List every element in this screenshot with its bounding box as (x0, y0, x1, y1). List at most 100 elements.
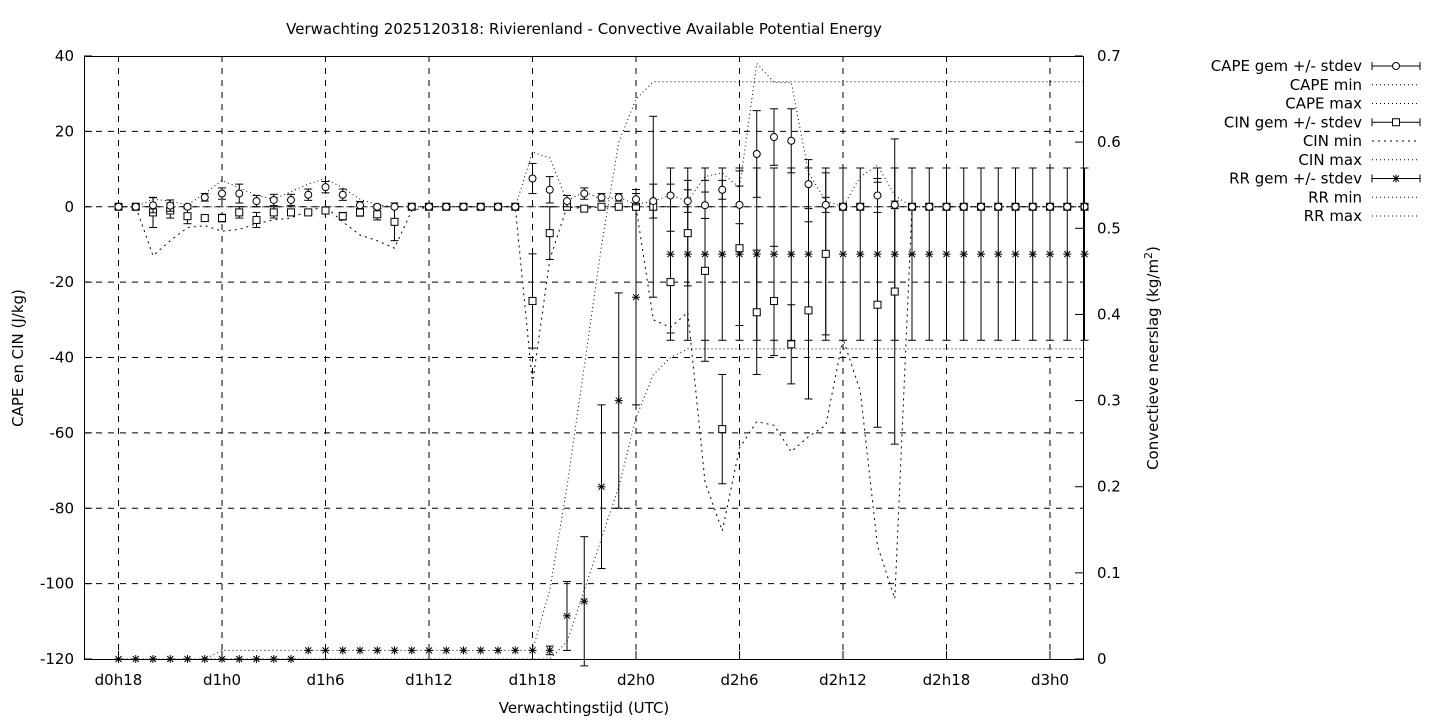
cape-point (287, 195, 295, 204)
cape-point (925, 202, 934, 211)
cape-point (235, 189, 244, 198)
legend-label: RR gem +/- stdev (1229, 170, 1362, 188)
cape-point (701, 201, 709, 210)
rr-point (494, 646, 502, 655)
chart-title: Verwachting 2025120318: Rivierenland - C… (286, 20, 882, 38)
y2-tick-label: 0.7 (1097, 47, 1121, 65)
rr-point (908, 250, 916, 259)
cin-point (580, 204, 589, 213)
rr-point (1028, 250, 1037, 259)
rr-point (528, 646, 537, 655)
y-tick-label: 40 (55, 47, 74, 65)
cin-point (252, 215, 261, 224)
cape-point (442, 202, 451, 211)
rr-point (994, 250, 1003, 259)
cin-point (183, 212, 192, 221)
legend-label: CIN max (1298, 151, 1362, 169)
legend-label: RR max (1304, 207, 1362, 225)
y2-tick-label: 0.1 (1097, 564, 1121, 582)
y-tick-label: 0 (64, 198, 74, 216)
rr-point (407, 646, 416, 655)
rr-point (1046, 250, 1054, 259)
legend-swatch-marker (1392, 62, 1400, 70)
cape-point (356, 201, 364, 210)
legend-label: CAPE max (1285, 95, 1362, 113)
cape-point (131, 202, 140, 211)
cin-point (200, 214, 209, 223)
cape-point (718, 185, 727, 194)
cin-point (787, 340, 796, 349)
cin-point (304, 208, 313, 217)
cape-point (338, 190, 347, 199)
y-tick-label: -20 (50, 273, 75, 291)
cape-point (1046, 202, 1054, 211)
cape-point (977, 202, 985, 211)
cin-point (683, 229, 692, 238)
x-axis-label: Verwachtingstijd (UTC) (499, 699, 670, 717)
cin-point (390, 217, 399, 226)
cape-point (597, 193, 606, 202)
cape-point (1080, 202, 1089, 211)
cape-point (994, 202, 1003, 211)
cin-point (718, 425, 727, 434)
cape-point (563, 197, 571, 206)
y2-tick-label: 0.2 (1097, 478, 1121, 496)
cape-point (511, 202, 520, 211)
cape-point (580, 189, 589, 198)
cin-point (269, 208, 278, 217)
cape-point (856, 202, 865, 211)
cin-point (218, 214, 226, 223)
cin-point (666, 278, 675, 287)
cape-point (873, 191, 882, 200)
cape-point (304, 190, 313, 199)
y2-tick-label: 0.3 (1097, 392, 1121, 410)
x-tick-label: d2h6 (720, 671, 758, 689)
x-tick-label: d1h12 (405, 671, 453, 689)
cape-point (390, 202, 399, 211)
x-tick-label: d2h0 (617, 671, 655, 689)
y-axis-label: CAPE en CIN (J/kg) (9, 289, 27, 427)
cape-point (494, 202, 502, 211)
cape-point (649, 197, 658, 206)
cin-point (752, 308, 761, 317)
y2-tick-label: 0 (1097, 650, 1107, 668)
cin-point (597, 202, 606, 211)
cape-point (476, 202, 485, 211)
rr-point (856, 250, 865, 259)
rr-point (321, 646, 330, 655)
rr-point (476, 646, 485, 655)
cape-point (804, 180, 813, 189)
cape-point (890, 200, 899, 209)
cape-point (218, 189, 226, 198)
rr-point (597, 482, 606, 491)
legend-label: RR min (1308, 188, 1362, 206)
legend-label: CIN gem +/- stdev (1224, 113, 1362, 131)
cin-point (614, 202, 623, 211)
rr-point (390, 646, 399, 655)
cape-point (528, 174, 537, 183)
cape-point (666, 191, 675, 200)
rr-point (304, 646, 313, 655)
cape-point (683, 197, 692, 206)
rr-point (511, 646, 520, 655)
rr-point (373, 646, 382, 655)
rr-point (787, 250, 796, 259)
legend-swatch-marker (1392, 118, 1400, 127)
cin-point (235, 208, 244, 217)
cape-point (770, 133, 778, 142)
cape-point (373, 202, 382, 211)
cape-point (752, 149, 761, 158)
x-tick-label: d1h0 (203, 671, 241, 689)
legend-label: CAPE min (1290, 76, 1362, 94)
cin-point (321, 206, 330, 215)
cape-point (1063, 202, 1072, 211)
cape-point (787, 136, 796, 145)
legend-label: CAPE gem +/- stdev (1211, 57, 1362, 75)
rr-point (356, 646, 364, 655)
rr-point (839, 250, 847, 259)
cape-point (407, 202, 416, 211)
cape-point (821, 200, 830, 209)
x-tick-label: d1h18 (509, 671, 557, 689)
rr-point (925, 250, 934, 259)
